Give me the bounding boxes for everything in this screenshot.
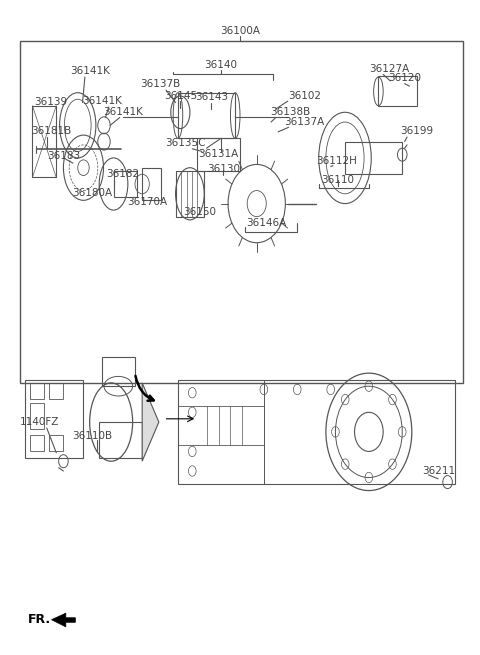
Text: 36145: 36145 (164, 90, 197, 100)
Text: 36137A: 36137A (284, 117, 324, 126)
Bar (99, 422, 142, 458)
Text: 36139: 36139 (34, 97, 67, 107)
Bar (21, 41, 463, 383)
Bar (102, 357, 135, 386)
Text: 36170A: 36170A (127, 197, 167, 207)
Text: 36141K: 36141K (103, 107, 143, 117)
Bar (345, 141, 402, 174)
Bar (30, 435, 44, 451)
Text: 36150: 36150 (183, 206, 216, 217)
Text: FR.: FR. (28, 612, 51, 626)
Bar (114, 171, 137, 197)
Bar (197, 138, 240, 171)
Text: 36102: 36102 (288, 90, 321, 100)
Text: 36141K: 36141K (82, 96, 121, 106)
Text: 36100A: 36100A (220, 26, 260, 36)
Text: 36141K: 36141K (70, 66, 109, 77)
Bar (25, 380, 83, 458)
Text: 36135C: 36135C (165, 138, 205, 148)
Text: 36140: 36140 (204, 60, 238, 70)
Polygon shape (51, 613, 75, 627)
Text: 36110B: 36110B (72, 431, 112, 441)
Text: 36131A: 36131A (198, 149, 239, 159)
Text: 36199: 36199 (400, 126, 433, 136)
Text: 36138B: 36138B (270, 107, 310, 117)
Bar (176, 171, 204, 217)
Bar (49, 435, 63, 451)
Bar (178, 93, 235, 138)
Bar (142, 168, 161, 200)
Text: 36182: 36182 (107, 170, 140, 179)
Text: 36180A: 36180A (72, 189, 112, 198)
Text: 1140FZ: 1140FZ (20, 417, 59, 427)
Text: 36181B: 36181B (31, 126, 71, 136)
Text: 36110: 36110 (321, 176, 354, 185)
Text: 36143: 36143 (195, 92, 228, 102)
Bar (30, 383, 44, 400)
Text: 36137B: 36137B (140, 79, 180, 90)
Text: 36183: 36183 (47, 151, 80, 161)
Text: 36146A: 36146A (246, 218, 287, 229)
Text: 36211: 36211 (422, 466, 456, 476)
Bar (30, 403, 44, 428)
Text: 36120: 36120 (388, 73, 421, 83)
Bar (49, 383, 63, 400)
Text: 36130: 36130 (207, 164, 240, 174)
Bar (378, 77, 417, 105)
Polygon shape (142, 383, 159, 461)
Text: 36127A: 36127A (369, 64, 409, 74)
Text: 36112H: 36112H (316, 156, 357, 166)
